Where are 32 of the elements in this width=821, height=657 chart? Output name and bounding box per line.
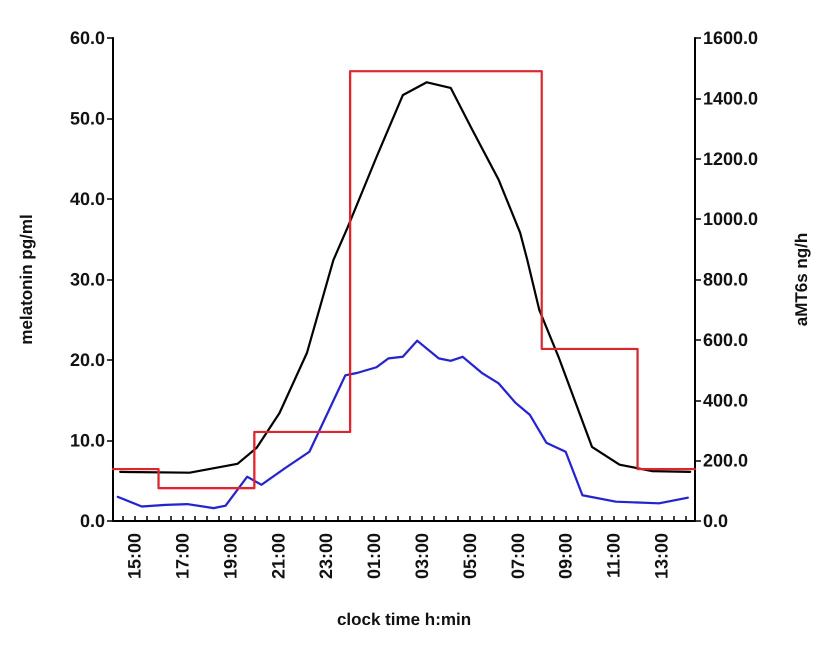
line-series [116, 340, 689, 510]
y2-tick-label: 1400.0 [703, 88, 758, 108]
x-tick-label: 07:00 [508, 533, 528, 580]
x-tick-label: 09:00 [556, 533, 576, 580]
y2-tick-label: 800.0 [703, 270, 748, 290]
x-tick-label: 19:00 [220, 533, 240, 580]
x-tick-label: 13:00 [651, 533, 672, 580]
y2-tick-label: 1600.0 [703, 28, 758, 48]
x-tick-label: 21:00 [268, 533, 288, 580]
y-tick-label: 0.0 [80, 511, 105, 531]
y-tick-label: 60.0 [70, 28, 105, 48]
y2-axis-title: aMT6s ng/h [792, 232, 811, 326]
y-tick-label: 40.0 [70, 189, 105, 209]
x-tick-label: 01:00 [364, 533, 384, 580]
x-tick-label: 23:00 [316, 533, 336, 580]
y-tick-label: 20.0 [70, 350, 105, 370]
x-tick-label: 05:00 [460, 533, 480, 580]
x-tick-label: 15:00 [124, 533, 145, 580]
x-tick-label: 11:00 [604, 533, 624, 578]
x-axis-title: clock time h:min [336, 610, 472, 629]
y-tick-label: 30.0 [70, 270, 105, 290]
y2-tick-label: 1200.0 [703, 148, 758, 169]
y-tick-label: 50.0 [70, 108, 105, 128]
y2-tick-label: 400.0 [703, 390, 748, 410]
x-tick-label: 03:00 [412, 533, 432, 580]
y2-tick-label: 200.0 [703, 450, 748, 471]
x-tick-label: 17:00 [172, 533, 192, 580]
y2-tick-label: 0.0 [703, 511, 728, 531]
y-axis-title: melatonin pg/ml [17, 214, 36, 345]
y2-tick-label: 600.0 [703, 330, 748, 350]
y2-tick-label: 1000.0 [703, 209, 758, 230]
y-tick-label: 10.0 [70, 430, 105, 450]
